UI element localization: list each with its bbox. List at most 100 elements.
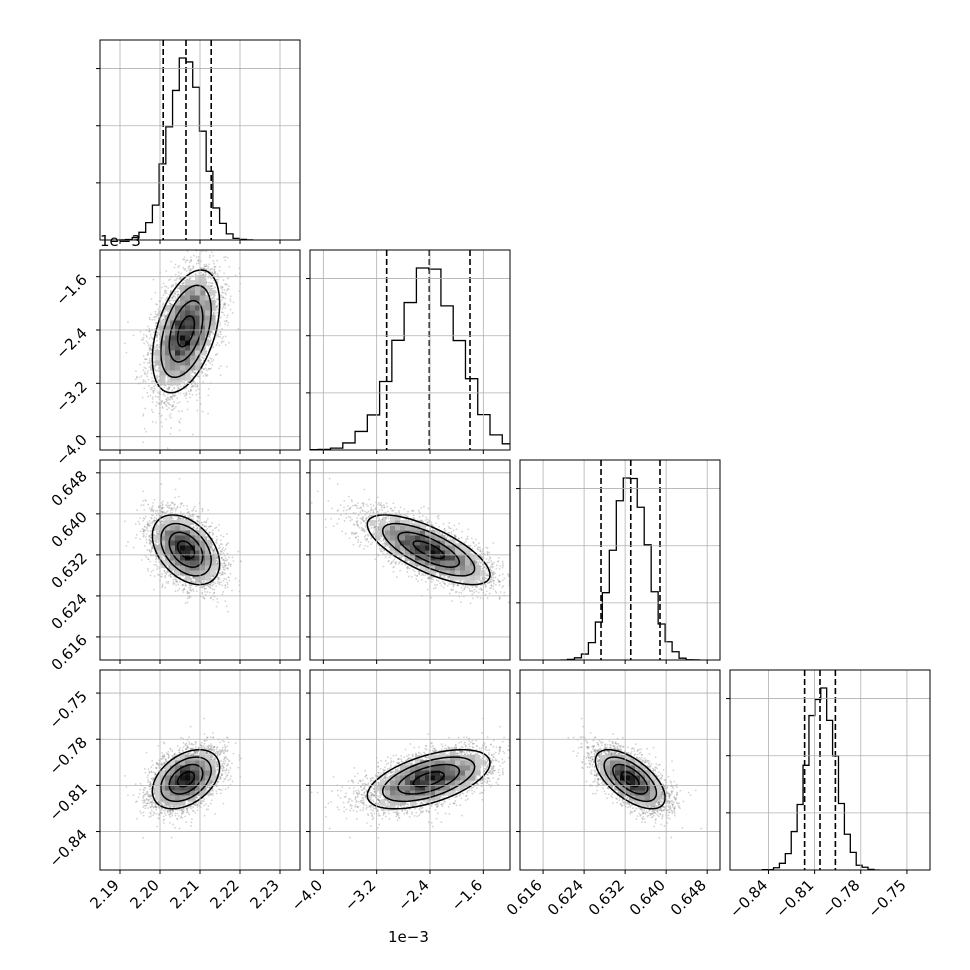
sample-point xyxy=(408,567,411,570)
sample-point xyxy=(381,518,384,520)
sample-point xyxy=(399,506,402,509)
sample-point xyxy=(181,584,184,587)
density-cell xyxy=(185,305,191,311)
sample-point xyxy=(175,578,178,581)
sample-point xyxy=(203,597,206,600)
density-cell xyxy=(205,540,211,546)
sample-point xyxy=(194,371,197,374)
sample-point xyxy=(184,583,187,585)
sample-point xyxy=(184,584,187,587)
sample-point xyxy=(157,308,160,311)
density-cell xyxy=(205,570,211,576)
sample-point xyxy=(150,570,153,573)
sample-point xyxy=(166,447,169,450)
sample-point xyxy=(394,561,397,564)
sample-point xyxy=(165,581,168,584)
sample-point xyxy=(189,396,191,399)
sample-point xyxy=(183,578,186,581)
sample-point xyxy=(172,502,175,504)
sample-point xyxy=(382,537,385,540)
sample-point xyxy=(162,282,165,285)
sample-point xyxy=(347,505,349,507)
sample-point xyxy=(226,288,229,290)
sample-point xyxy=(178,516,180,519)
sample-point xyxy=(144,380,147,383)
sample-point xyxy=(148,535,151,538)
sample-point xyxy=(168,386,171,388)
sample-point xyxy=(200,522,203,524)
density-cell xyxy=(195,560,201,566)
density-cell xyxy=(175,525,181,531)
sample-point xyxy=(146,524,149,526)
sample-point xyxy=(155,517,158,520)
sample-point xyxy=(189,588,191,591)
sample-point xyxy=(163,402,166,405)
sample-point xyxy=(363,535,366,538)
sample-point xyxy=(194,385,196,387)
sample-point xyxy=(191,514,194,516)
sample-point xyxy=(189,390,192,392)
sample-point xyxy=(151,509,154,511)
sample-point xyxy=(223,303,226,306)
sample-point xyxy=(153,389,156,392)
sample-point xyxy=(148,330,151,333)
sample-point xyxy=(526,605,528,607)
sample-point xyxy=(148,549,151,551)
sample-point xyxy=(190,377,192,380)
sample-point xyxy=(195,240,197,242)
sample-point xyxy=(204,273,207,276)
sample-point xyxy=(350,531,353,534)
density-cell xyxy=(165,355,171,361)
density-cell xyxy=(190,290,196,296)
sample-point xyxy=(356,517,358,520)
sample-point xyxy=(377,519,380,522)
sample-point xyxy=(158,346,160,349)
sample-point xyxy=(220,341,223,344)
sample-point xyxy=(224,565,227,568)
sample-point xyxy=(215,572,217,575)
sample-point xyxy=(150,345,153,347)
sample-point xyxy=(187,267,190,270)
sample-point xyxy=(211,297,213,300)
sample-point xyxy=(200,267,202,270)
sample-point xyxy=(156,348,159,351)
sample-point xyxy=(226,256,229,259)
sample-point xyxy=(210,331,213,334)
density-cell xyxy=(190,305,196,311)
sample-point xyxy=(485,585,487,588)
sample-point xyxy=(205,529,208,531)
sample-point xyxy=(441,580,444,583)
sample-point xyxy=(217,578,220,581)
sample-point xyxy=(349,519,352,522)
sample-point xyxy=(490,586,492,589)
density-cell xyxy=(175,345,181,351)
density-cell xyxy=(200,570,206,576)
sample-point xyxy=(160,508,163,510)
sample-point xyxy=(132,546,135,549)
sample-point xyxy=(165,398,168,401)
density-cell xyxy=(165,360,171,366)
density-cell xyxy=(175,370,181,376)
sample-point xyxy=(219,534,222,537)
sample-point xyxy=(158,395,160,398)
sample-point xyxy=(477,591,480,594)
sample-point xyxy=(454,591,457,593)
sample-point xyxy=(195,256,198,259)
sample-point xyxy=(173,504,176,506)
sample-point xyxy=(147,567,149,570)
sample-point xyxy=(196,384,199,387)
sample-point xyxy=(382,517,384,520)
sample-point xyxy=(216,559,219,562)
sample-point xyxy=(234,577,237,580)
sample-point xyxy=(170,390,173,393)
sample-point xyxy=(486,574,489,577)
density-cell xyxy=(185,545,191,551)
sample-point xyxy=(142,529,145,531)
sample-point xyxy=(176,277,179,280)
sample-point xyxy=(160,297,163,299)
sample-point xyxy=(496,578,499,581)
density-cell xyxy=(175,560,181,566)
sample-point xyxy=(490,560,493,562)
sample-point xyxy=(207,412,209,415)
